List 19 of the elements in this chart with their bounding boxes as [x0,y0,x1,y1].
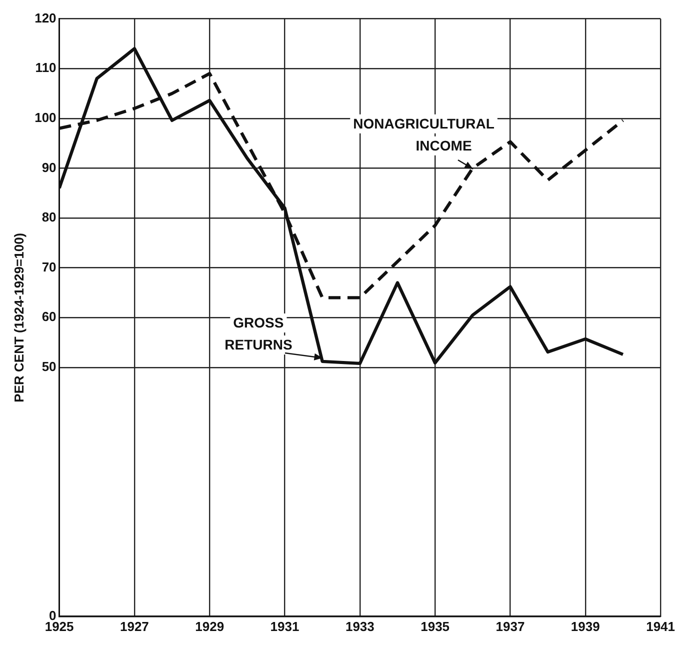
y-tick-label: 70 [42,259,56,274]
x-tick-label: 1939 [570,618,600,634]
y-tick-label: 50 [42,358,56,374]
y-tick-label: 110 [35,60,56,76]
series-label: GROSS RETURNS [224,314,292,353]
y-tick-label: 120 [34,10,56,26]
x-tick-label: 1941 [646,618,675,634]
y-tick-label: 90 [42,160,56,175]
x-tick-label: 1929 [195,618,224,634]
series-label: NONAGRICULTURAL INCOME [353,115,495,154]
y-axis-title: PER CENT (1924-1929=100) [11,232,26,402]
x-tick-label: 1933 [345,618,374,634]
x-tick-label: 1935 [420,618,450,634]
y-tick-label: 80 [42,210,56,225]
x-tick-label: 1931 [270,618,300,634]
x-tick-label: 1937 [496,618,525,634]
y-tick-label: 100 [34,110,56,125]
y-tick-label: 60 [42,309,56,324]
x-tick-label: 1927 [120,618,149,634]
